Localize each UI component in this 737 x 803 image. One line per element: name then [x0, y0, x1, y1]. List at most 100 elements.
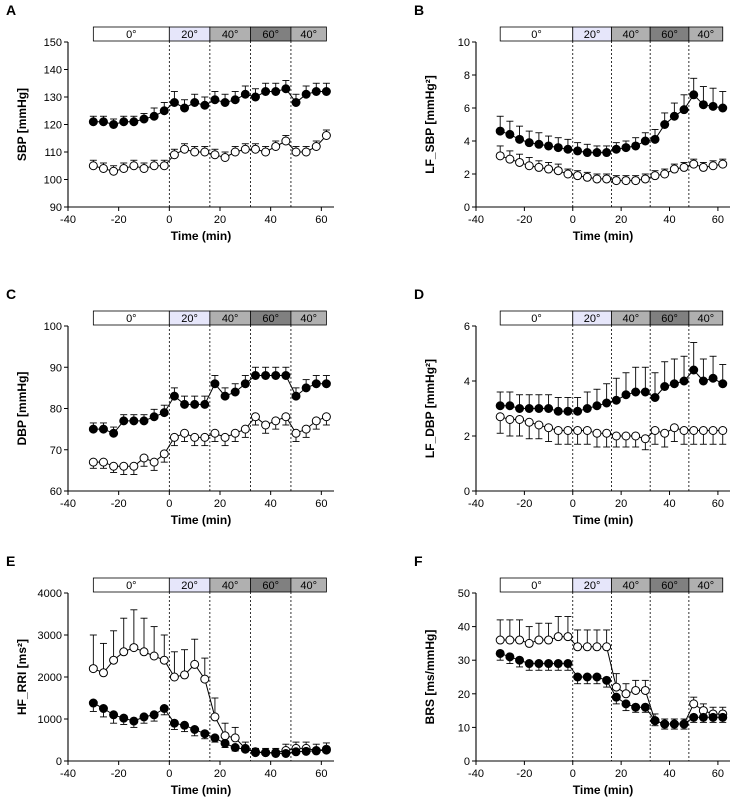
data-point [159, 655, 169, 665]
data-point [311, 416, 321, 426]
data-point [544, 141, 554, 151]
data-point [180, 670, 190, 680]
data-point [149, 651, 159, 661]
x-tick-label: -40 [60, 498, 76, 510]
tilt-band [290, 26, 327, 42]
series-filled [495, 342, 728, 416]
y-tick-label: 120 [44, 120, 62, 132]
data-point [291, 391, 301, 401]
y-tick-label: 80 [50, 404, 62, 416]
x-tick-label: 60 [712, 214, 724, 226]
data-point [660, 719, 670, 729]
data-point [88, 424, 98, 434]
data-point [200, 147, 210, 157]
data-point [631, 685, 641, 695]
data-point [261, 371, 271, 380]
data-point [611, 176, 621, 186]
y-tick-label: 2000 [38, 672, 62, 684]
data-point [602, 675, 612, 685]
data-point [271, 142, 281, 151]
data-point [698, 376, 708, 386]
data-point [230, 428, 240, 438]
data-point [210, 379, 220, 389]
y-tick-label: 20 [458, 689, 470, 701]
data-point [240, 379, 250, 389]
data-point [281, 412, 291, 422]
data-point [669, 111, 679, 121]
data-point [698, 426, 708, 435]
data-point [169, 391, 179, 401]
data-point [159, 106, 169, 116]
tilt-band-label: 40° [697, 313, 714, 325]
y-tick-label: 3000 [38, 630, 62, 642]
data-point [640, 702, 650, 712]
data-point [563, 406, 573, 416]
data-point [592, 428, 602, 438]
data-point [553, 406, 563, 416]
data-point [592, 672, 602, 682]
y-tick-label: 30 [458, 655, 470, 667]
series-open [495, 145, 728, 186]
data-point [534, 404, 544, 413]
x-tick-label: 0 [166, 768, 172, 780]
tilt-band-label: 40° [222, 29, 239, 41]
panel-letter: B [414, 2, 424, 18]
x-tick-label: 40 [663, 214, 675, 226]
data-point [631, 141, 641, 151]
data-point [98, 704, 108, 713]
data-point [271, 748, 281, 758]
data-point [602, 148, 612, 158]
data-point [689, 90, 699, 100]
data-point [119, 647, 129, 657]
data-point [718, 426, 728, 435]
data-point [495, 126, 505, 136]
data-point [169, 98, 179, 107]
data-point [98, 668, 108, 678]
data-point [291, 147, 301, 157]
data-point [544, 164, 554, 174]
tilt-band-label: 20° [584, 29, 601, 41]
data-point [119, 117, 129, 127]
tilt-band-label: 0° [126, 313, 137, 325]
tilt-band-label: 60° [262, 580, 279, 592]
data-point [281, 84, 291, 94]
data-point [621, 699, 631, 709]
data-point [281, 748, 291, 758]
data-point [98, 457, 108, 467]
data-point [534, 139, 544, 149]
data-point [321, 745, 331, 755]
x-tick-label: 60 [315, 214, 327, 226]
data-point [200, 674, 210, 684]
data-point [98, 117, 108, 127]
panel-f: F 0° 20° 40° 60° 40° 0 10 20 30 40 50 -40 -20 0 20 40 60 T… [414, 553, 730, 797]
data-point [311, 142, 321, 151]
data-point [524, 638, 534, 648]
data-point [515, 157, 525, 167]
data-point [582, 172, 592, 182]
data-point [611, 682, 621, 692]
tilt-band-label: 20° [181, 29, 198, 41]
data-point [602, 398, 612, 408]
x-tick-label: -20 [516, 768, 532, 780]
x-axis-title: Time (min) [573, 513, 633, 527]
data-point [200, 432, 210, 442]
series-open [495, 412, 728, 451]
data-point [109, 428, 119, 438]
data-point [582, 404, 592, 413]
x-tick-label: 0 [166, 214, 172, 226]
data-point [190, 432, 200, 442]
tilt-band-label: 40° [622, 580, 639, 592]
data-point [159, 704, 169, 713]
data-point [640, 387, 650, 397]
data-point [139, 164, 149, 173]
x-tick-label: 40 [663, 768, 675, 780]
data-point [230, 733, 240, 743]
tilt-band-label: 60° [262, 313, 279, 325]
data-point [119, 461, 129, 471]
data-point [660, 169, 670, 179]
y-tick-label: 110 [44, 147, 62, 159]
data-point [230, 743, 240, 753]
data-point [534, 162, 544, 172]
data-point [689, 712, 699, 722]
